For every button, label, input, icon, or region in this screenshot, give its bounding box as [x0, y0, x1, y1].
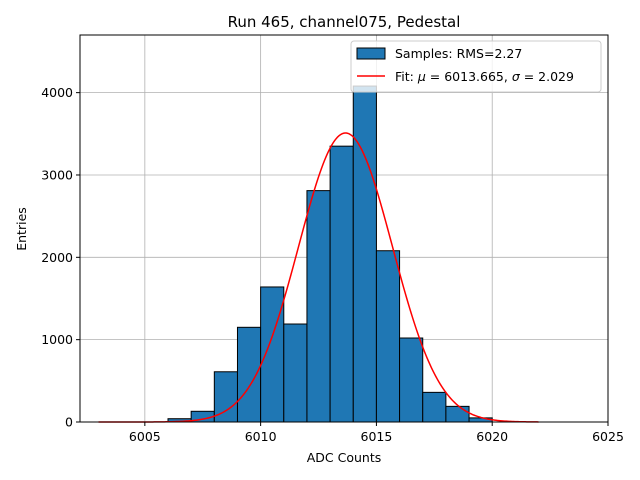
histogram-bar	[260, 286, 285, 423]
histogram-bar	[375, 250, 401, 423]
legend: Samples: RMS=2.27 Fit: μ = 6013.665, σ =…	[350, 40, 602, 93]
legend-bar-swatch	[356, 47, 386, 60]
histogram-bar	[283, 323, 308, 423]
legend-fit-mu-value: = 6013.665,	[426, 69, 512, 84]
plot-frame	[79, 34, 609, 423]
legend-fit-mu-symbol: μ	[417, 69, 426, 84]
histogram-bar	[236, 326, 262, 423]
legend-fit-sigma-symbol: σ	[512, 69, 521, 84]
y-tick-label: 3000	[41, 167, 73, 182]
y-tick-label: 0	[65, 415, 73, 430]
legend-box	[350, 40, 602, 93]
chart-title: Run 465, channel075, Pedestal	[228, 13, 461, 31]
axis-ticks: 6005 6010 6015 6020 6025 0 1000 2000 3000 4000	[41, 85, 624, 444]
x-tick-label: 6020	[476, 429, 508, 444]
histogram-bar	[306, 190, 331, 423]
histogram-bar	[329, 145, 354, 423]
histogram-bar	[422, 391, 447, 423]
histogram-bar	[399, 337, 424, 423]
x-axis-label: ADC Counts	[307, 450, 382, 465]
legend-fit-label: Fit: μ = 6013.665, σ = 2.029	[395, 69, 574, 84]
histogram-bar	[352, 85, 377, 423]
y-tick-label: 4000	[41, 85, 73, 100]
x-tick-label: 6015	[361, 429, 393, 444]
y-tick-label: 2000	[41, 250, 73, 265]
y-axis-label: Entries	[14, 207, 29, 251]
legend-fit-prefix: Fit:	[395, 69, 418, 84]
histogram-bar	[445, 405, 470, 423]
legend-fit-sigma-value: = 2.029	[520, 69, 574, 84]
histogram-bars	[167, 85, 493, 423]
x-tick-label: 6010	[245, 429, 277, 444]
legend-samples-label: Samples: RMS=2.27	[395, 46, 522, 61]
x-tick-label: 6005	[129, 429, 161, 444]
x-tick-label: 6025	[592, 429, 624, 444]
y-tick-label: 1000	[41, 332, 73, 347]
